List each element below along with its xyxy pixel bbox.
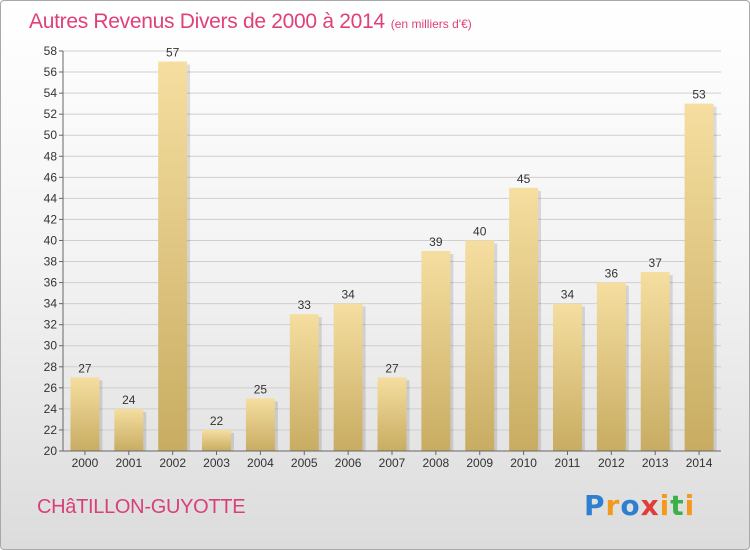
x-tick-label: 2002 [159,456,186,470]
y-tick-label: 24 [44,402,58,416]
bar-2011[interactable] [552,303,582,451]
logo-letter: P [584,489,606,522]
y-tick-label: 46 [44,170,58,184]
x-tick-label: 2006 [335,456,362,470]
y-tick-label: 54 [44,86,58,100]
x-tick-label: 2010 [510,456,537,470]
data-label: 37 [649,256,663,270]
logo-letter: x [640,489,660,522]
bar-2006[interactable] [333,303,363,451]
data-label: 53 [692,88,706,102]
y-tick-label: 58 [44,44,58,58]
logo-letter: o [620,489,641,522]
y-tick-label: 36 [44,276,58,290]
logo-letter: t [670,489,685,522]
bar-2005[interactable] [289,314,319,451]
x-tick-label: 2011 [555,456,581,470]
data-label: 39 [429,235,443,249]
x-tick-label: 2014 [686,456,713,470]
x-tick-label: 2003 [203,456,230,470]
proxiti-logo[interactable]: Proxiti [584,489,695,522]
data-label: 36 [605,267,619,281]
bar-2012[interactable] [596,282,626,451]
chart-title: Autres Revenus Divers de 2000 à 2014 (en … [29,10,472,34]
x-tick-label: 2009 [466,456,493,470]
bar-2003[interactable] [202,429,232,451]
bar-2002[interactable] [158,61,188,452]
y-tick-label: 22 [44,423,58,437]
bar-2000[interactable] [70,377,100,451]
data-label: 22 [210,414,224,428]
bar-2008[interactable] [421,251,451,451]
y-tick-label: 34 [44,297,58,311]
logo-letter: i [684,489,696,522]
y-tick-label: 52 [44,107,58,121]
y-tick-label: 44 [44,191,58,205]
bar-2009[interactable] [465,240,495,451]
chart-subtitle: (en milliers d'€) [390,17,472,31]
y-tick-label: 50 [44,128,58,142]
y-tick-label: 56 [44,65,58,79]
y-tick-label: 32 [44,318,58,332]
y-tick-label: 38 [44,255,58,269]
data-label: 57 [166,46,180,60]
chart-title-text: Autres Revenus Divers de 2000 à 2014 [29,10,385,33]
data-label: 24 [122,393,136,407]
x-tick-label: 2005 [291,456,318,470]
bar-2010[interactable] [509,187,539,451]
city-name: CHâTILLON-GUYOTTE [37,496,246,518]
data-label: 34 [561,288,575,302]
x-tick-label: 2012 [598,456,625,470]
y-tick-label: 30 [44,339,58,353]
y-tick-label: 40 [44,233,58,247]
logo-letter: i [659,489,671,522]
bar-2004[interactable] [245,398,275,451]
bar-2014[interactable] [684,103,714,451]
bar-2001[interactable] [114,408,144,451]
bar-2007[interactable] [377,377,407,451]
bar-2013[interactable] [640,272,670,451]
data-label: 33 [298,298,312,312]
data-label: 27 [385,361,399,375]
y-tick-label: 48 [44,149,58,163]
y-tick-label: 20 [44,444,58,458]
x-tick-label: 2013 [642,456,669,470]
x-tick-label: 2001 [115,456,142,470]
x-tick-label: 2000 [72,456,99,470]
x-tick-label: 2008 [423,456,450,470]
data-label: 25 [254,382,268,396]
y-tick-label: 28 [44,360,58,374]
data-label: 45 [517,172,531,186]
y-tick-label: 42 [44,212,58,226]
data-label: 27 [78,361,92,375]
x-tick-label: 2007 [379,456,406,470]
logo-letter: r [605,489,621,522]
data-label: 34 [341,288,355,302]
data-label: 40 [473,224,487,238]
y-tick-label: 26 [44,381,58,395]
x-tick-label: 2004 [247,456,274,470]
